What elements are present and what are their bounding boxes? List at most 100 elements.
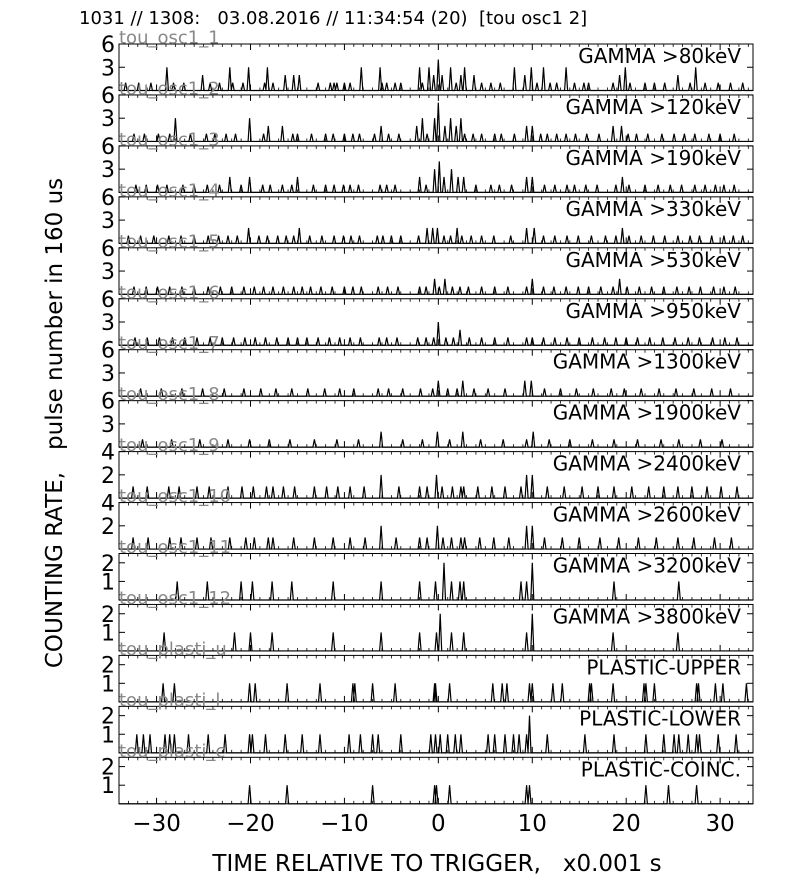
series-line xyxy=(119,785,753,805)
panel-tou-plasti-u: 12 PLASTIC-UPPER tou_plasti_u xyxy=(101,639,754,703)
y-tick-label: 3 xyxy=(101,260,115,285)
panel-tag: tou_osc1_3 xyxy=(119,129,220,150)
y-tick-label: 6 xyxy=(101,84,115,109)
chart-header: 1031 // 1308: 03.08.2016 // 11:34:54 (20… xyxy=(79,8,588,29)
panel-label: PLASTIC-UPPER xyxy=(586,655,741,679)
y-tick-label: 6 xyxy=(101,33,115,58)
panel-tag: tou_plasti_u xyxy=(119,639,227,660)
panel-frame xyxy=(118,553,754,601)
y-tick-label: 6 xyxy=(101,186,115,211)
panel-frame xyxy=(118,705,754,754)
panel-label: PLASTIC-LOWER xyxy=(579,706,741,730)
x-tick-label: −30 xyxy=(132,811,181,837)
y-tick-label: 6 xyxy=(101,288,115,313)
panel-label: GAMMA >530keV xyxy=(565,248,741,272)
panel-tou-plasti-c: 12 PLASTIC-COINC. tou_plasti_c xyxy=(101,741,754,805)
series-line xyxy=(119,59,753,92)
series-line xyxy=(119,525,753,550)
y-tick-label: 1 xyxy=(101,672,115,697)
panel-label: GAMMA >2400keV xyxy=(553,452,742,476)
panel-tag: tou_osc1_8 xyxy=(119,384,220,405)
y-tick-label: 2 xyxy=(101,756,115,781)
y-tick-label: 3 xyxy=(101,311,115,336)
panel-tag: tou_osc1_6 xyxy=(119,282,220,303)
panel-tou-osc1-1: 36 GAMMA >80keV tou_osc1_1 xyxy=(101,28,754,92)
panel-tou-osc1-8: 36 GAMMA >1900keV tou_osc1_8 xyxy=(101,384,754,448)
panel-tag: tou_osc1_12 xyxy=(119,588,231,609)
y-tick-label: 2 xyxy=(101,515,115,540)
y-tick-label: 3 xyxy=(101,362,115,387)
panel-tag: tou_osc1_1 xyxy=(119,28,220,49)
x-tick-label: 30 xyxy=(705,811,734,837)
panel-label: GAMMA >3200keV xyxy=(553,554,742,578)
panel-tou-osc1-6: 36 GAMMA >950keV tou_osc1_6 xyxy=(101,282,754,346)
series-line xyxy=(119,380,753,397)
y-tick-label: 3 xyxy=(101,107,115,132)
panel-label: PLASTIC-COINC. xyxy=(581,757,741,781)
panel-label: GAMMA >2600keV xyxy=(553,503,742,527)
series-line xyxy=(119,715,753,754)
y-tick-label: 6 xyxy=(101,339,115,364)
panel-label: GAMMA >330keV xyxy=(565,197,741,221)
x-tick-label: −10 xyxy=(320,811,369,837)
panel-frame xyxy=(118,603,754,652)
y-tick-label: 3 xyxy=(101,413,115,438)
panel-tou-osc1-5: 36 GAMMA >530keV tou_osc1_5 xyxy=(101,231,754,295)
y-tick-label: 2 xyxy=(101,464,115,489)
series-line xyxy=(119,278,753,295)
y-tick-label: 6 xyxy=(101,390,115,415)
y-tick-label: 1 xyxy=(101,774,115,799)
y-tick-label: 4 xyxy=(101,492,115,517)
y-tick-label: 6 xyxy=(101,237,115,262)
series-line xyxy=(119,562,753,601)
panel-tou-osc1-10: 24 GAMMA >2600keV tou_osc1_10 xyxy=(101,486,754,550)
panel-tou-osc1-9: 24 GAMMA >2400keV tou_osc1_9 xyxy=(101,435,754,499)
series-line xyxy=(119,683,753,703)
panel-tou-osc1-12: 12 GAMMA >3800keV tou_osc1_12 xyxy=(101,588,754,652)
panel-label: GAMMA >120keV xyxy=(565,95,741,119)
panel-tag: tou_osc1_7 xyxy=(119,333,220,354)
series-line xyxy=(119,431,753,448)
panel-label: GAMMA >1900keV xyxy=(553,401,742,425)
x-tick-label: −20 xyxy=(226,811,275,837)
panel-label: GAMMA >950keV xyxy=(565,299,741,323)
panel-tou-osc1-4: 36 GAMMA >330keV tou_osc1_4 xyxy=(101,180,754,244)
panel-tou-plasti-l: 12 PLASTIC-LOWER tou_plasti_l xyxy=(101,690,754,754)
series-line xyxy=(119,102,753,143)
panel-label: GAMMA >190keV xyxy=(565,146,741,170)
series-line xyxy=(119,321,753,346)
y-tick-label: 3 xyxy=(101,158,115,183)
series-line xyxy=(119,474,753,499)
panel-label: GAMMA >80keV xyxy=(578,44,741,68)
panel-label: GAMMA >1300keV xyxy=(553,350,742,374)
panel-tag: tou_osc1_4 xyxy=(119,180,220,201)
panel-tou-osc1-7: 36 GAMMA >1300keV tou_osc1_7 xyxy=(101,333,754,397)
panel-tag: tou_osc1_10 xyxy=(119,486,231,507)
panel-tag: tou_osc1_5 xyxy=(119,231,220,252)
panel-tag: tou_plasti_c xyxy=(119,741,225,762)
panel-tou-osc1-3: 36 GAMMA >190keV tou_osc1_3 xyxy=(101,129,754,193)
y-tick-label: 2 xyxy=(101,552,115,577)
series-line xyxy=(119,227,753,244)
y-tick-label: 1 xyxy=(101,621,115,646)
y-tick-label: 1 xyxy=(101,723,115,748)
x-tick-label: 10 xyxy=(518,811,547,837)
y-tick-label: 3 xyxy=(101,209,115,234)
panel-tag: tou_osc1_9 xyxy=(119,435,220,456)
series-line xyxy=(119,613,753,652)
panel-tag: tou_osc1_2 xyxy=(119,78,220,99)
y-tick-label: 2 xyxy=(101,705,115,730)
y-tick-label: 3 xyxy=(101,56,115,81)
panel-tag: tou_plasti_l xyxy=(119,690,220,711)
panel-label: GAMMA >3800keV xyxy=(553,604,742,628)
y-tick-label: 2 xyxy=(101,654,115,679)
panel-tag: tou_osc1_11 xyxy=(119,537,231,558)
y-tick-label: 1 xyxy=(101,570,115,595)
y-tick-label: 4 xyxy=(101,441,115,466)
x-tick-label: 0 xyxy=(431,811,446,837)
series-line xyxy=(119,161,753,193)
x-tick-label: 20 xyxy=(612,811,641,837)
y-tick-label: 6 xyxy=(101,135,115,160)
panel-tou-osc1-11: 12 GAMMA >3200keV tou_osc1_11 xyxy=(101,537,754,601)
